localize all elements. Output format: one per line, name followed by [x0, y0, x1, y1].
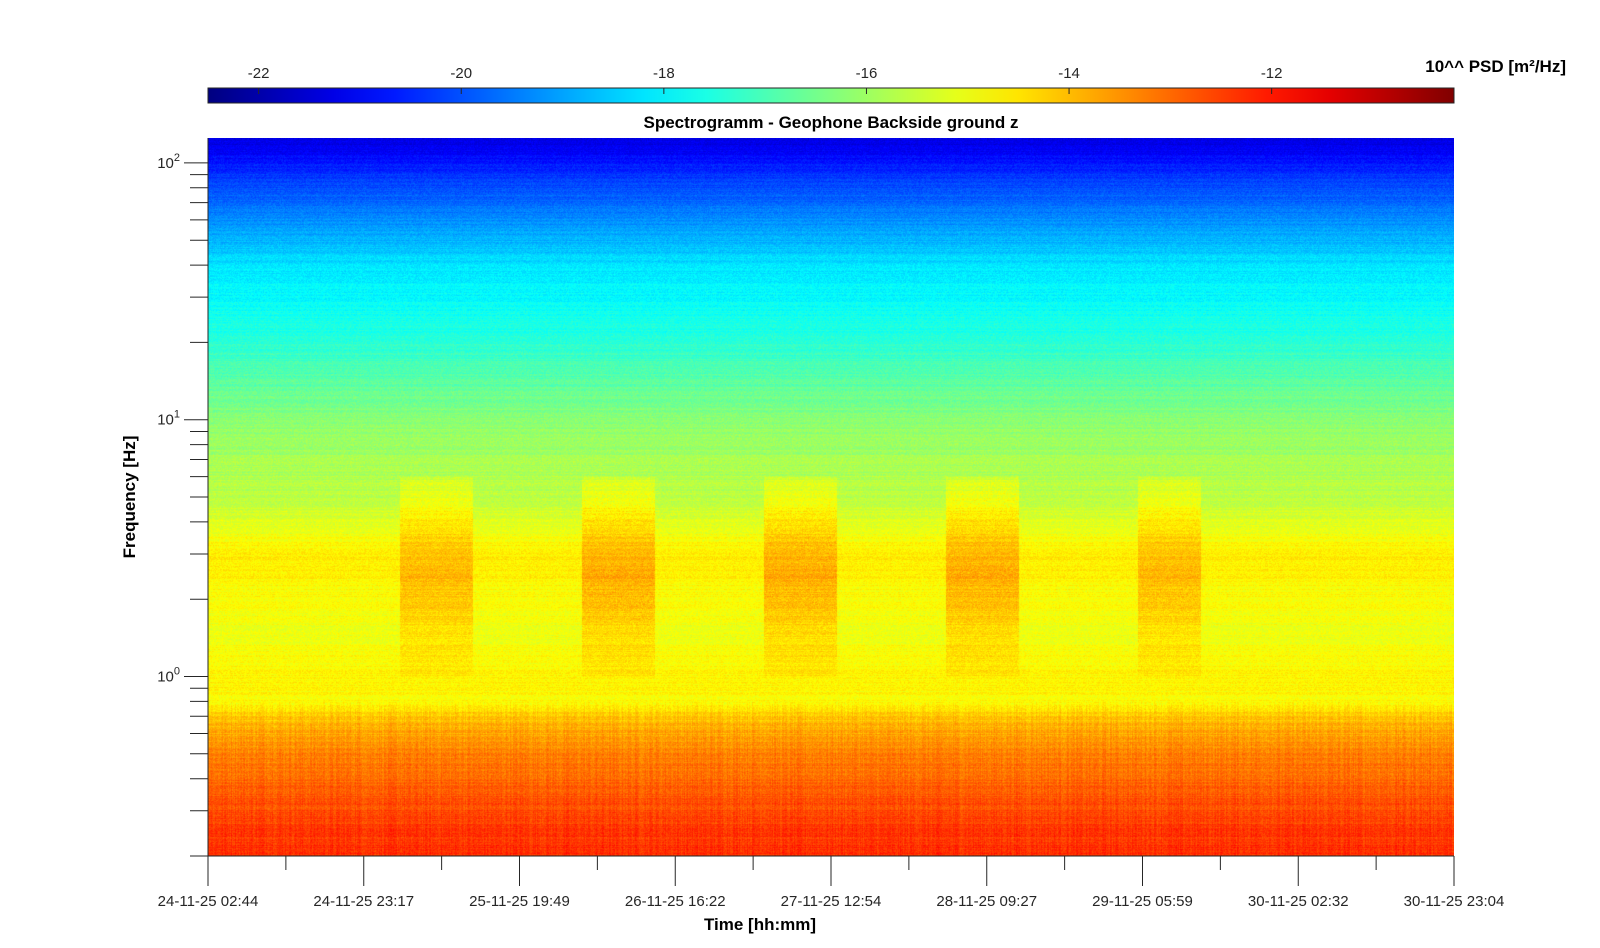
- chart-title: Spectrogramm - Geophone Backside ground …: [643, 113, 1018, 132]
- heatmap-container: [208, 138, 1454, 856]
- y-tick-exponent: 1: [174, 409, 180, 421]
- colorbar-tick-label: -14: [1058, 65, 1080, 82]
- colorbar-tick-label: -16: [856, 65, 878, 82]
- colorbar-tick-label: -12: [1261, 65, 1283, 82]
- y-axis-label: Frequency [Hz]: [120, 436, 139, 559]
- x-tick-label: 29-11-25 05:59: [1092, 893, 1193, 910]
- y-tick-exponent: 0: [174, 666, 180, 678]
- x-axis-label: Time [hh:mm]: [704, 915, 816, 934]
- colorbar-tick-label: -18: [653, 65, 675, 82]
- x-tick-label: 24-11-25 02:44: [158, 893, 259, 910]
- colorbar-tick-label: -22: [248, 65, 270, 82]
- x-tick-label: 25-11-25 19:49: [469, 893, 570, 910]
- colorbar: -22 -20 -18 -16 -14 -12 10^^ PSD [m²/Hz]: [207, 57, 1566, 104]
- colorbar-tick-label: -20: [450, 65, 472, 82]
- y-tick-base: 10: [157, 669, 174, 686]
- y-tick-label: 100: [157, 666, 180, 686]
- y-tick-label: 102: [157, 152, 180, 172]
- x-tick-label: 26-11-25 16:22: [625, 893, 726, 910]
- y-tick-base: 10: [157, 155, 174, 172]
- y-tick-exponent: 2: [174, 152, 180, 164]
- y-tick-base: 10: [157, 412, 174, 429]
- colorbar-ticks: -22 -20 -18 -16 -14 -12: [248, 65, 1283, 94]
- x-tick-label: 30-11-25 02:32: [1248, 893, 1349, 910]
- x-axis: 24-11-25 02:44 24-11-25 23:17 25-11-25 19:…: [158, 855, 1505, 910]
- colorbar-gradient: [207, 87, 1455, 104]
- x-tick-label: 27-11-25 12:54: [781, 893, 882, 910]
- heatmap-canvas: [208, 138, 1454, 856]
- colorbar-label: 10^^ PSD [m²/Hz]: [1425, 57, 1566, 76]
- y-tick-label: 101: [157, 409, 180, 429]
- x-tick-label: 30-11-25 23:04: [1404, 893, 1505, 910]
- x-tick-label: 28-11-25 09:27: [936, 893, 1037, 910]
- x-tick-label: 24-11-25 23:17: [313, 893, 414, 910]
